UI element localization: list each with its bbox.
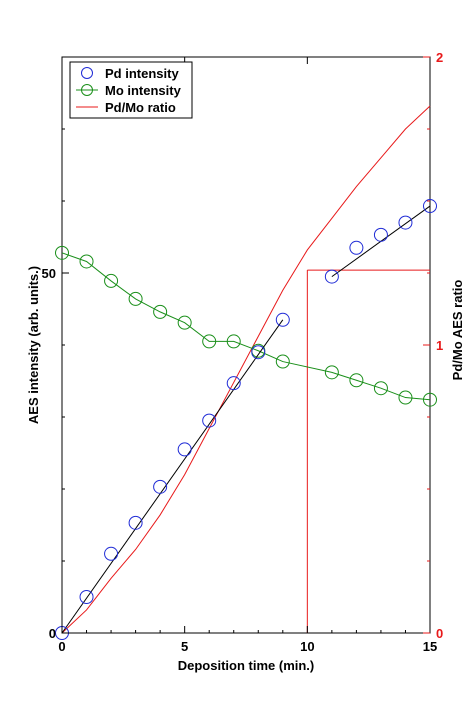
- data-point-pd: [202, 413, 217, 428]
- data-point-pd: [373, 227, 388, 242]
- legend-items: Pd intensity Mo intensity Pd/Mo ratio: [76, 66, 182, 115]
- y-tick-label: 0: [49, 626, 56, 641]
- y2-tick-label: 1: [436, 338, 443, 353]
- data-point-pd: [128, 515, 143, 530]
- x-tick-label: 10: [300, 639, 314, 654]
- data-point-mo: [423, 392, 437, 407]
- data-point-pd: [153, 479, 168, 494]
- legend-marker-mo: [81, 84, 93, 96]
- data-point-mo: [398, 390, 413, 405]
- data-point-pd: [398, 215, 413, 230]
- y2-tick-label: 2: [436, 50, 443, 65]
- data-point-mo: [153, 304, 168, 319]
- data-point-pd: [226, 376, 241, 391]
- data-point-mo: [275, 354, 290, 369]
- x-tick-label: 5: [181, 639, 188, 654]
- data-point-pd: [79, 590, 94, 604]
- data-point-mo: [55, 245, 69, 260]
- reference-lines: [306, 269, 430, 633]
- data-point-pd: [275, 312, 290, 327]
- data-point-mo: [104, 273, 119, 288]
- x-tick-label: 0: [58, 639, 65, 654]
- data-point-mo: [128, 291, 143, 306]
- series-line-pd-mo-ratio: [61, 105, 431, 634]
- legend-label-mo: Mo intensity: [105, 83, 182, 98]
- legend-marker-pd: [81, 67, 93, 79]
- data-point-mo: [202, 334, 217, 349]
- data-point-pd: [349, 240, 364, 255]
- data-point-mo: [79, 254, 94, 269]
- y2-tick-label: 0: [436, 626, 443, 641]
- x-tick-label: 15: [423, 639, 437, 654]
- pd-fit-line: [61, 319, 284, 634]
- data-point-pd: [177, 442, 192, 457]
- y-axis-title: AES intensity (arb. units.): [26, 266, 41, 424]
- plot-frame: [61, 56, 431, 634]
- data-point-mo: [324, 365, 339, 380]
- data-point-pd: [324, 269, 339, 284]
- data-point-mo: [177, 315, 192, 330]
- data-point-pd: [251, 345, 266, 360]
- legend-label-ratio: Pd/Mo ratio: [105, 100, 176, 115]
- data-point-mo: [349, 373, 364, 388]
- series-line-mo-intensity: [61, 252, 431, 401]
- plot-area: [61, 56, 431, 634]
- x-axis-title: Deposition time (min.): [178, 658, 315, 673]
- data-point-pd: [423, 199, 437, 214]
- legend: Pd intensity Mo intensity Pd/Mo ratio: [69, 61, 193, 119]
- legend-label-pd: Pd intensity: [105, 66, 179, 81]
- data-point-mo: [373, 381, 388, 396]
- y2-axis-title: Pd/Mo AES ratio: [450, 280, 465, 381]
- series-layer: [55, 105, 437, 640]
- data-point-pd: [104, 546, 119, 561]
- y-tick-label: 50: [42, 266, 56, 281]
- data-point-mo: [226, 334, 241, 349]
